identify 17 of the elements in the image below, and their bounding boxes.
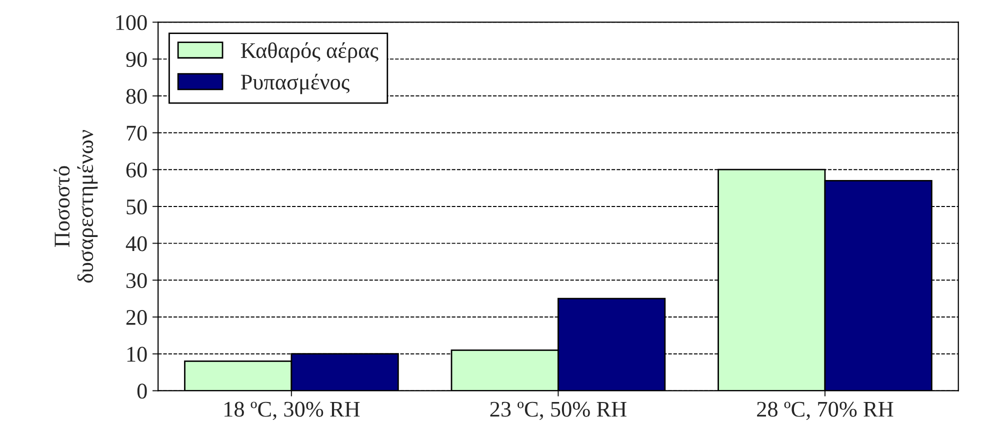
y-tick-label: 10 xyxy=(127,346,147,362)
y-tick-label: 70 xyxy=(126,126,147,141)
y-tick-label: 100 xyxy=(116,15,147,30)
legend-label: Καθαρός αέρας xyxy=(240,42,378,63)
y-axis-title: Ποσοστό δυσαρεστημένων xyxy=(54,130,98,283)
y-tick-label: 0 xyxy=(137,384,147,399)
y-tick-label: 60 xyxy=(126,162,147,178)
x-tick-label: 28 ºC, 70% RH xyxy=(757,402,894,420)
x-tick-label: 23 ºC, 50% RH xyxy=(490,402,626,420)
y-tick-label: 90 xyxy=(126,52,147,67)
y-tick-label: 80 xyxy=(126,88,147,104)
legend-label: Ρυπασμένος xyxy=(240,74,350,94)
x-tick-label: 18 ºC, 30% RH xyxy=(224,402,360,420)
y-tick-label: 40 xyxy=(126,236,147,252)
y-tick-label: 20 xyxy=(126,310,147,325)
y-tick-label: 30 xyxy=(126,273,147,288)
y-tick-label: 50 xyxy=(126,199,147,214)
